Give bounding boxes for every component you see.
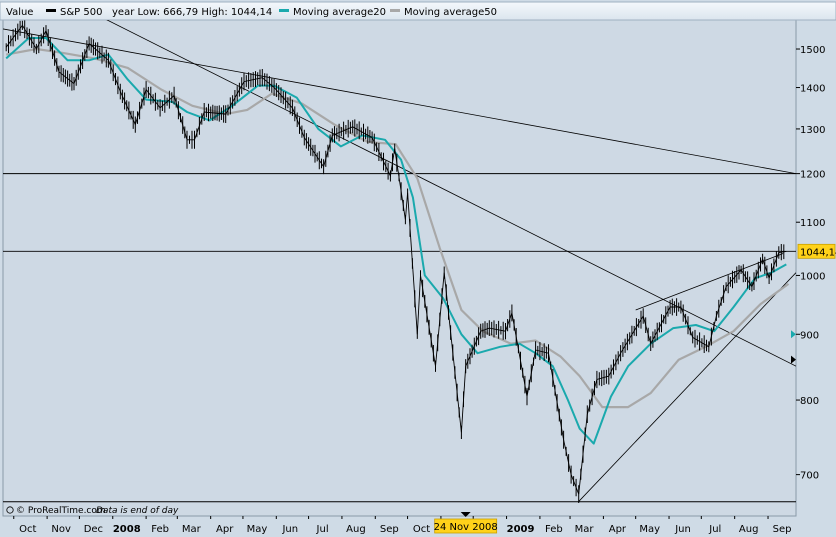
y-tick-label-1000: 1000: [800, 271, 825, 282]
x-tick-label-4: Feb: [151, 524, 169, 535]
legend-swatch-ma20: [279, 9, 289, 12]
x-axis-area: [0, 517, 836, 537]
copyright-text: © ProRealTime.com: [16, 506, 106, 516]
series-line-ma20: [5, 37, 787, 445]
trend-line-0: [3, 28, 796, 175]
x-tick-label-7: May: [247, 524, 268, 535]
series-line-sp500: [5, 24, 787, 495]
right-marker-1: [791, 355, 796, 364]
plot-layer: [3, 20, 796, 503]
date-marker-label: 24 Nov 2008: [434, 522, 498, 533]
legend-ma50-label: Moving average50: [404, 7, 497, 18]
y-tick-label-1500: 1500: [800, 45, 825, 56]
y-tick-label-1200: 1200: [800, 170, 825, 181]
date-marker-arrow: [460, 512, 471, 517]
data-note: Data is end of day: [96, 506, 179, 516]
x-tick-label-0: Oct: [19, 524, 36, 535]
legend-value-label: Value: [6, 7, 33, 18]
legend-swatch-ma50: [390, 9, 400, 12]
x-tick-label-3: 2008: [113, 524, 141, 535]
right-marker-0: [791, 330, 796, 339]
x-tick-label-2: Dec: [84, 524, 103, 535]
x-tick-label-5: Mar: [182, 524, 202, 535]
x-tick-label-15: 2009: [507, 524, 535, 535]
x-tick-label-6: Apr: [216, 524, 234, 535]
legend-bar: Value S&P 500 year Low: 666,79 High: 104…: [0, 1, 836, 21]
series-line-ma50: [5, 47, 790, 409]
x-tick-label-18: Apr: [609, 524, 627, 535]
y-tick-label-800: 800: [800, 396, 819, 407]
y-tick-label-1300: 1300: [800, 125, 825, 136]
y-tick-label-1100: 1100: [800, 218, 825, 229]
y-tick-label-900: 900: [800, 330, 819, 341]
x-tick-label-22: Aug: [739, 524, 759, 535]
x-tick-label-23: Sep: [773, 524, 792, 535]
legend-year-range: year Low: 666,79 High: 1044,14: [112, 7, 272, 18]
trend-line-2: [578, 272, 796, 502]
legend-sp500-label: S&P 500: [60, 7, 102, 18]
current-value-box: [797, 243, 836, 259]
y-tick-label-1400: 1400: [800, 84, 825, 95]
x-tick-label-9: Jul: [316, 524, 329, 535]
footer: © ProRealTime.com Data is end of day: [6, 506, 179, 516]
plot-area: [2, 19, 797, 517]
x-tick-label-17: Mar: [575, 524, 595, 535]
x-tick-label-10: Aug: [346, 524, 366, 535]
x-tick-label-8: Jun: [281, 524, 298, 535]
x-tick-label-1: Nov: [51, 524, 71, 535]
y-axis-area: [797, 20, 835, 516]
y-tick-label-700: 700: [800, 471, 819, 482]
date-marker-box: [434, 518, 498, 534]
legend-ma20-label: Moving average20: [293, 7, 386, 18]
x-tick-label-21: Jul: [708, 524, 721, 535]
x-tick-label-11: Sep: [380, 524, 399, 535]
x-axis: Oct Nov Dec 2008 Feb Mar Apr May Jun Jul Aug Sep Oct…: [13, 512, 792, 535]
x-tick-label-20: Jun: [674, 524, 691, 535]
y-axis: 700 800 900 1000 1100 1200 1300 1400 1500 1044,14: [791, 45, 836, 482]
copyright-icon: [6, 506, 14, 514]
legend-swatch-sp500: [46, 9, 56, 12]
x-tick-label-12: Oct: [413, 524, 430, 535]
x-tick-label-16: Feb: [545, 524, 563, 535]
x-tick-label-19: May: [639, 524, 660, 535]
current-value-label: 1044,14: [800, 247, 836, 258]
